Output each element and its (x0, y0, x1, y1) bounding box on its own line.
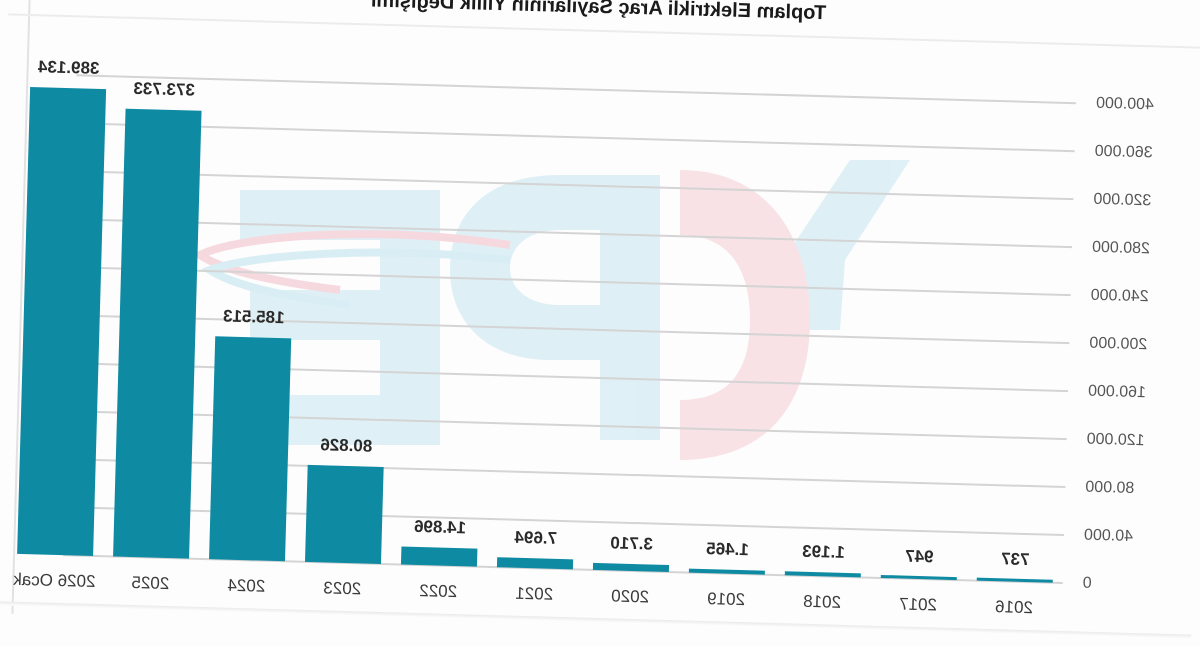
value-label-2026-ocak: 389.134 (37, 57, 100, 78)
y-tick-label: 40.000 (1083, 526, 1134, 545)
bar-2026-ocak (17, 86, 107, 556)
gridline-360000 (75, 122, 1075, 153)
y-tick-label: 280.000 (1091, 238, 1151, 258)
value-label-2024: 185.513 (222, 306, 285, 328)
y-tick-label: 0 (1082, 574, 1092, 592)
bar-2021 (496, 557, 574, 570)
y-tick-label: 120.000 (1086, 430, 1145, 450)
gridline-280000 (72, 218, 1073, 249)
y-tick-label: 80.000 (1085, 478, 1135, 497)
bar-2023 (304, 464, 384, 564)
value-label-2023: 80.826 (320, 435, 373, 456)
bar-2024 (209, 336, 292, 562)
gridline-320000 (73, 170, 1074, 201)
gridline-400000 (76, 74, 1077, 105)
plot-area: 0 40.000 80.000 120.000 160.000 200.000 … (3, 44, 1154, 617)
gridline-240000 (71, 266, 1071, 297)
y-tick-label: 200.000 (1089, 334, 1148, 354)
value-label-2022: 14.896 (413, 516, 467, 538)
bar-2025 (113, 108, 202, 559)
bar-2022 (400, 546, 478, 567)
y-tick-label: 400.000 (1095, 94, 1155, 114)
x-label-2026-ocak: 2026 Ocak (13, 569, 96, 592)
y-tick-label: 360.000 (1094, 142, 1153, 162)
y-tick-label: 320.000 (1093, 190, 1152, 210)
y-tick-label: 240.000 (1090, 286, 1149, 306)
y-tick-label: 160.000 (1087, 382, 1147, 402)
value-label-2025: 373.733 (133, 78, 196, 100)
